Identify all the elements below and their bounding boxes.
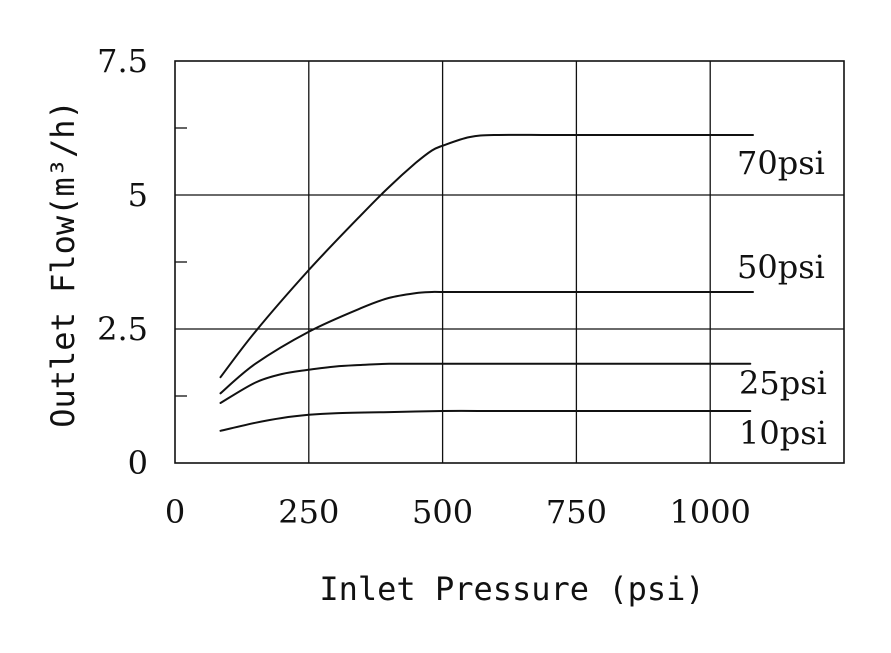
- x-tick-label: 0: [165, 493, 185, 531]
- series-labels: 70psi 50psi 25psi 10psi: [737, 144, 827, 452]
- series-line-70psi: [219, 133, 754, 379]
- series-line-10psi: [219, 409, 752, 432]
- x-tick-label: 250: [278, 493, 339, 531]
- grid: [175, 61, 844, 463]
- series-label-70psi: 70psi: [737, 144, 825, 182]
- series-label-25psi: 25psi: [739, 364, 827, 402]
- plot-frame: [174, 60, 845, 464]
- series-line-25psi: [219, 362, 752, 404]
- x-tick-label: 500: [412, 493, 473, 531]
- x-tick-label: 1000: [669, 493, 750, 531]
- y-tick-label: 0: [128, 444, 148, 482]
- tick-labels: 0 250 500 750 1000 0 2.5 5 7.5: [97, 42, 751, 531]
- series-curves: [219, 133, 754, 432]
- y-tick-label: 5: [128, 176, 148, 214]
- y-minor-ticks: [175, 127, 187, 397]
- series-label-50psi: 50psi: [737, 248, 825, 286]
- series-line-50psi: [219, 290, 754, 395]
- y-axis-title: Outlet Flow(m³/h): [44, 100, 82, 428]
- x-tick-label: 750: [546, 493, 607, 531]
- y-tick-label: 2.5: [97, 310, 148, 348]
- series-label-10psi: 10psi: [739, 414, 827, 452]
- x-axis-title: Inlet Pressure (psi): [319, 570, 704, 608]
- y-tick-label: 7.5: [97, 42, 148, 80]
